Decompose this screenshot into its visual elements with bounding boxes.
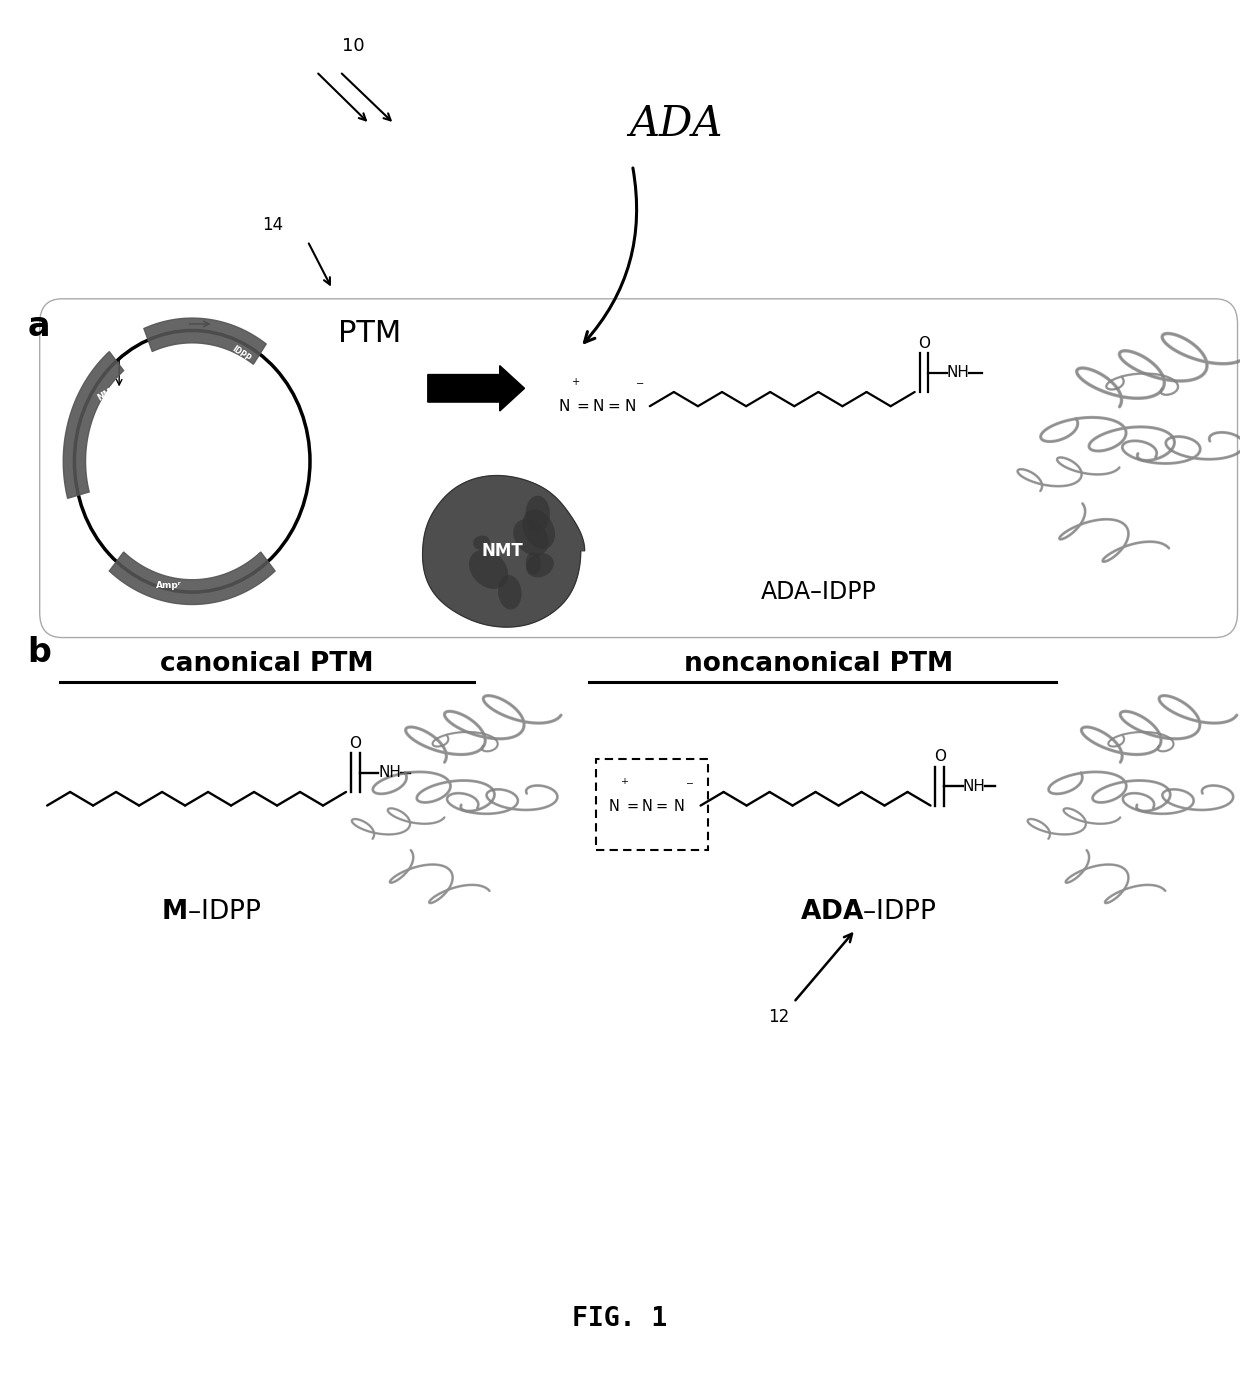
Polygon shape bbox=[63, 351, 124, 498]
Text: $\mathbf{M}$–IDPP: $\mathbf{M}$–IDPP bbox=[161, 899, 260, 924]
Ellipse shape bbox=[469, 549, 508, 589]
Text: ADA: ADA bbox=[629, 102, 723, 145]
Text: NH: NH bbox=[947, 365, 970, 380]
Ellipse shape bbox=[472, 536, 490, 549]
Text: $\mathregular{N}$: $\mathregular{N}$ bbox=[608, 797, 619, 814]
Text: $\mathregular{N}$: $\mathregular{N}$ bbox=[558, 398, 570, 414]
Text: ADA–IDPP: ADA–IDPP bbox=[760, 580, 877, 605]
Ellipse shape bbox=[513, 519, 549, 556]
Text: $\mathregular{N}$: $\mathregular{N}$ bbox=[673, 797, 684, 814]
Text: $\mathregular{+}$: $\mathregular{+}$ bbox=[620, 777, 630, 786]
Text: $\mathbf{ADA}$–IDPP: $\mathbf{ADA}$–IDPP bbox=[800, 899, 936, 924]
Ellipse shape bbox=[526, 496, 549, 532]
Text: canonical PTM: canonical PTM bbox=[160, 651, 373, 677]
Text: 14: 14 bbox=[262, 216, 284, 234]
Text: Ampʳ: Ampʳ bbox=[156, 581, 181, 591]
Ellipse shape bbox=[498, 576, 522, 610]
Text: $\mathregular{=N=}$: $\mathregular{=N=}$ bbox=[624, 797, 668, 814]
Text: $\mathregular{=N=}$: $\mathregular{=N=}$ bbox=[574, 398, 620, 414]
Text: O: O bbox=[934, 749, 946, 764]
Text: noncanonical PTM: noncanonical PTM bbox=[683, 651, 954, 677]
Ellipse shape bbox=[526, 554, 554, 577]
FancyArrow shape bbox=[428, 366, 525, 410]
Polygon shape bbox=[109, 552, 275, 605]
Text: 10: 10 bbox=[342, 37, 365, 55]
Text: IDPP: IDPP bbox=[231, 344, 253, 364]
FancyBboxPatch shape bbox=[40, 299, 1238, 638]
Text: O: O bbox=[918, 336, 930, 351]
Text: FIG. 1: FIG. 1 bbox=[573, 1307, 667, 1332]
Text: $\mathregular{-}$: $\mathregular{-}$ bbox=[684, 777, 694, 786]
Text: O: O bbox=[350, 735, 361, 750]
Text: $\mathregular{+}$: $\mathregular{+}$ bbox=[570, 376, 580, 387]
Text: a: a bbox=[27, 310, 50, 343]
Polygon shape bbox=[144, 318, 267, 365]
Text: b: b bbox=[27, 636, 51, 669]
FancyBboxPatch shape bbox=[596, 759, 708, 850]
Text: PTM: PTM bbox=[337, 318, 402, 348]
Text: NMT: NMT bbox=[95, 384, 119, 403]
Text: NH: NH bbox=[962, 779, 986, 793]
Ellipse shape bbox=[526, 552, 541, 574]
Ellipse shape bbox=[522, 509, 556, 549]
Polygon shape bbox=[423, 475, 585, 627]
Text: $\mathregular{N}$: $\mathregular{N}$ bbox=[624, 398, 636, 414]
Text: NMT: NMT bbox=[481, 541, 523, 560]
Text: NH: NH bbox=[378, 766, 401, 781]
Text: $\mathregular{-}$: $\mathregular{-}$ bbox=[635, 377, 645, 387]
Text: 12: 12 bbox=[768, 1008, 790, 1026]
